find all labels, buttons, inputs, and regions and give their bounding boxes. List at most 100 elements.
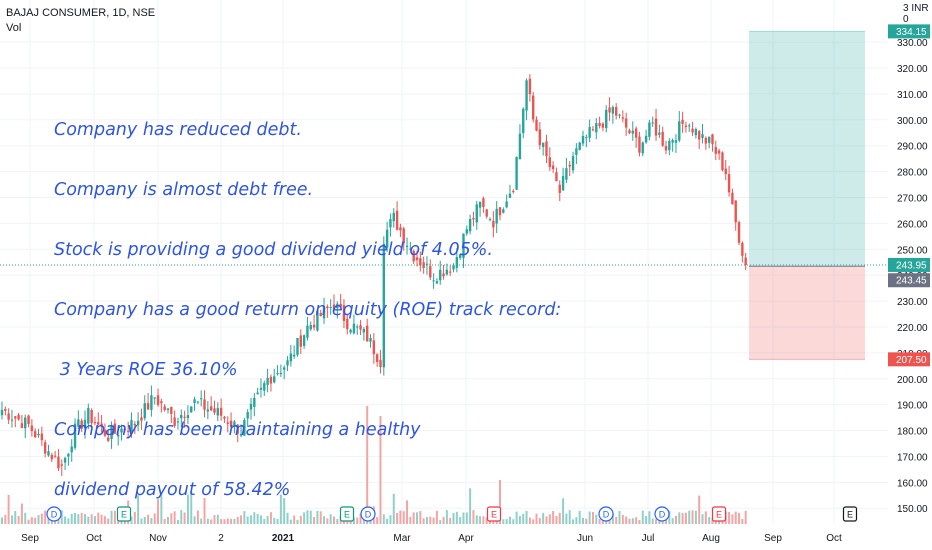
analysis-annotation[interactable]: Company has reduced debt. Company is alm… <box>54 80 561 520</box>
candle-body <box>478 201 482 208</box>
volume-bar <box>37 515 40 524</box>
volume-bar <box>196 510 199 524</box>
price-label-text: 243.45 <box>896 276 927 287</box>
time-tick-label: Apr <box>458 533 474 544</box>
event-dividend[interactable]: D <box>598 506 614 522</box>
candle-body <box>183 416 186 418</box>
candle-body <box>482 198 485 207</box>
candlesticks[interactable] <box>0 74 747 477</box>
price-label-text: 334.15 <box>896 27 927 38</box>
candle-body <box>389 219 392 228</box>
candle-body <box>53 455 57 457</box>
volume-bar <box>216 514 219 524</box>
volume-bar <box>243 511 246 524</box>
candle-body <box>256 392 259 395</box>
volume-bar <box>409 516 412 524</box>
candle-body <box>601 123 605 128</box>
time-axis[interactable]: Sep Oct Nov 2 2021 Mar Apr Jun Jul Aug Sep Oct <box>0 526 888 550</box>
candle-body <box>349 329 352 333</box>
candle-body <box>312 324 316 328</box>
candle-body <box>385 229 389 248</box>
volume-label[interactable]: Vol <box>6 22 22 34</box>
price-tick-label: 220.00 <box>897 323 928 334</box>
volume-bar <box>110 510 113 524</box>
annotation-line: Company is almost debt free. <box>54 180 314 200</box>
candle-body <box>502 209 505 213</box>
candle-body <box>419 258 422 266</box>
volume-bar <box>399 510 402 524</box>
volume-bar <box>173 511 176 524</box>
symbol-title[interactable]: BAJAJ CONSUMER, 1D, NSE <box>6 7 156 19</box>
candle-body <box>0 409 4 416</box>
event-earnings[interactable]: E <box>842 506 858 522</box>
event-earnings[interactable]: E <box>116 506 132 522</box>
price-tick-label: 270.00 <box>897 193 928 204</box>
candle-body <box>439 269 442 281</box>
candle-body <box>528 78 532 95</box>
candle-body <box>126 430 130 432</box>
volume-bar <box>475 515 478 524</box>
candle-body <box>638 136 641 153</box>
volume-bar <box>74 512 77 524</box>
event-dividend[interactable]: D <box>654 506 670 522</box>
candle-body <box>193 399 196 404</box>
candle-body <box>375 354 379 362</box>
position-zones[interactable] <box>749 30 865 360</box>
volume-bar <box>406 500 409 524</box>
candle-body <box>591 129 595 131</box>
volume-bar <box>439 519 442 524</box>
candle-body <box>366 325 369 342</box>
candle-body <box>402 228 405 244</box>
candle-body <box>644 135 648 143</box>
volume-bar <box>532 519 535 524</box>
volume-bar <box>575 517 578 524</box>
candle-body <box>551 165 555 170</box>
candle-body <box>498 207 502 216</box>
volume-bar <box>601 518 604 524</box>
price-axis[interactable]: 150.00160.00170.00180.00190.00200.00210.… <box>888 0 932 550</box>
candle-body <box>485 209 488 217</box>
volume-bar <box>170 513 173 524</box>
candle-body <box>714 147 717 154</box>
volume-bar <box>263 518 266 524</box>
volume-bar <box>296 519 299 524</box>
event-dividend[interactable]: D <box>360 506 376 522</box>
candle-body <box>512 191 515 193</box>
candle-body <box>229 420 233 427</box>
candle-body <box>541 142 545 147</box>
volume-bar <box>429 516 432 524</box>
volume-bar <box>502 519 505 524</box>
annotation-line: Company has a good return on equity (ROE… <box>54 300 562 320</box>
candle-body <box>515 157 518 190</box>
candle-body <box>276 373 279 375</box>
earnings-icon <box>711 506 727 522</box>
candle-body <box>73 423 77 448</box>
volume-bar <box>462 512 465 524</box>
time-tick-label: Nov <box>149 533 167 544</box>
candle-body <box>289 353 293 362</box>
volume-bar <box>515 511 518 524</box>
event-earnings[interactable]: E <box>711 506 727 522</box>
volume-bar <box>14 510 17 524</box>
event-earnings[interactable]: E <box>486 506 502 522</box>
earnings-icon <box>842 506 858 522</box>
candle-body <box>292 354 296 357</box>
candle-body <box>10 419 14 421</box>
candle-body <box>27 415 30 424</box>
candle-body <box>263 383 266 391</box>
volume-bar <box>316 510 319 524</box>
volume-bar <box>183 512 186 524</box>
earnings-icon <box>116 506 132 522</box>
candle-body <box>565 168 568 180</box>
volume-bar <box>625 516 628 524</box>
candle-body <box>525 80 528 111</box>
candle-body <box>329 307 332 309</box>
chart-header: BAJAJ CONSUMER, 1D, NSE Vol <box>6 6 155 36</box>
event-dividend[interactable]: D <box>46 506 62 522</box>
event-earnings[interactable]: E <box>339 506 355 522</box>
volume-bar <box>4 514 7 524</box>
volume-bar <box>40 513 43 524</box>
candle-body <box>170 406 173 414</box>
